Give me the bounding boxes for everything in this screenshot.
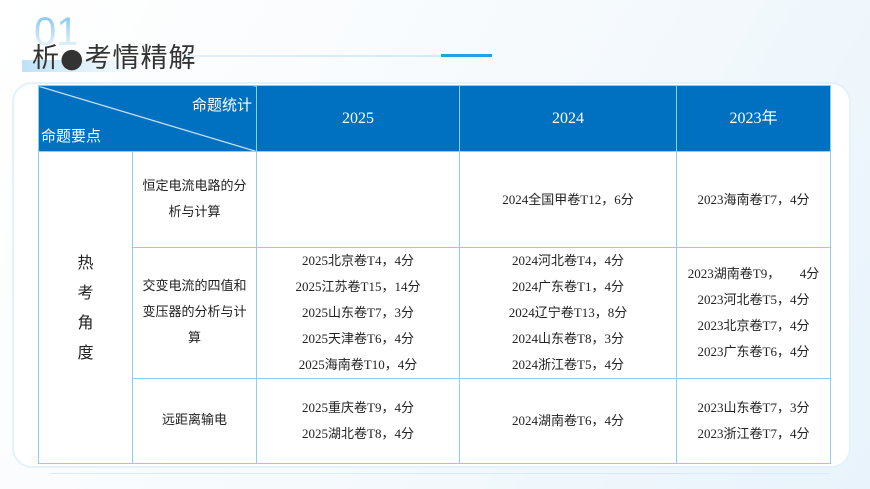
point-cell: 交变电流的四值和变压器的分析与计算 [132,247,257,379]
table-row: 交变电流的四值和变压器的分析与计算 2025北京卷T4，4分 2025江苏卷T15… [39,247,831,379]
exam-entry: 2024全国甲卷T12，6分 [502,191,634,207]
exam-entry: 2025海南卷T10，4分 [298,357,418,372]
page-title: 析●考情精解 [32,43,197,74]
entry-cell: 2024河北卷T4，4分 2024广东卷T1，4分 2024辽宁卷T13，8分 202… [459,247,677,379]
exam-entry: 2023北京卷T7，4分 [697,318,810,333]
col-2023: 2023年 [676,85,831,152]
entry-cell: 2024湖南卷T6，4分 [459,378,677,464]
exam-entry: 2024山东卷T8，3分 [512,331,624,346]
table-row: 热考角度 恒定电流电路的分析与计算 2024全国甲卷T12，6分 2023海南卷T… [38,151,831,464]
exam-entry: 2024浙江卷T5，4分 [512,357,624,372]
header-row: 命题统计 命题要点 2025 2024 2023年 [38,85,831,152]
exam-entry: 2024辽宁卷T13，8分 [508,305,628,320]
exam-entry: 2025北京卷T4，4分 [302,253,414,268]
exam-entry: 2023海南卷T7，4分 [697,191,810,207]
corner-top-label: 命题统计 [191,96,252,114]
exam-entry: 2023河北卷T5，4分 [697,292,810,307]
exam-entry: 2025湖北卷T8，4分 [302,426,414,441]
exam-entry: 2023山东卷T7，3分 [697,400,810,415]
title-accent [441,54,492,57]
col-2024: 2024 [459,85,677,152]
exam-entry: 2023湖南卷T9， 4分 [687,266,820,281]
exam-table: 命题统计 命题要点 2025 2024 2023年 热考角度 恒定电流电路的分析… [38,85,831,464]
title-divider [186,55,492,57]
exam-entry: 2025天津卷T6，4分 [302,331,414,346]
bottom-divider [50,473,830,474]
exam-entry: 2025山东卷T7，3分 [302,305,414,320]
exam-entry: 2025江苏卷T15，14分 [295,279,421,294]
entry-cell: 2025北京卷T4，4分 2025江苏卷T15，14分 2025山东卷T7，3分 20… [256,247,460,379]
section-number: 01 [34,10,79,54]
title-highlight [22,60,142,72]
entry-cell: 2023湖南卷T9， 4分 2023河北卷T5，4分 2023北京卷T7，4分 202… [676,247,831,379]
col-2025: 2025 [256,85,460,152]
entry-cell [256,151,460,248]
exam-entry: 2024河北卷T4，4分 [512,253,624,268]
corner-bottom-label: 命题要点 [41,127,102,145]
exam-entry: 2024湖南卷T6，4分 [512,413,624,428]
exam-entry: 2023浙江卷T7，4分 [697,426,810,441]
table-row: 远距离输电 2025重庆卷T9，4分 2025湖北卷T8，4分 2024湖南卷T6，… [39,378,831,464]
point-cell: 远距离输电 [132,378,257,464]
category-cell: 热考角度 [38,151,133,464]
exam-entry: 2024广东卷T1，4分 [512,279,624,294]
entry-cell: 2023海南卷T7，4分 [676,151,831,248]
entry-cell: 2024全国甲卷T12，6分 [459,151,677,248]
exam-entry: 2023广东卷T6，4分 [697,344,810,359]
exam-entry: 2025重庆卷T9，4分 [302,400,414,415]
entry-cell: 2023山东卷T7，3分 2023浙江卷T7，4分 [676,378,831,464]
point-cell: 恒定电流电路的分析与计算 [132,151,257,248]
corner-header: 命题统计 命题要点 [38,85,257,152]
entry-cell: 2025重庆卷T9，4分 2025湖北卷T8，4分 [256,378,460,464]
